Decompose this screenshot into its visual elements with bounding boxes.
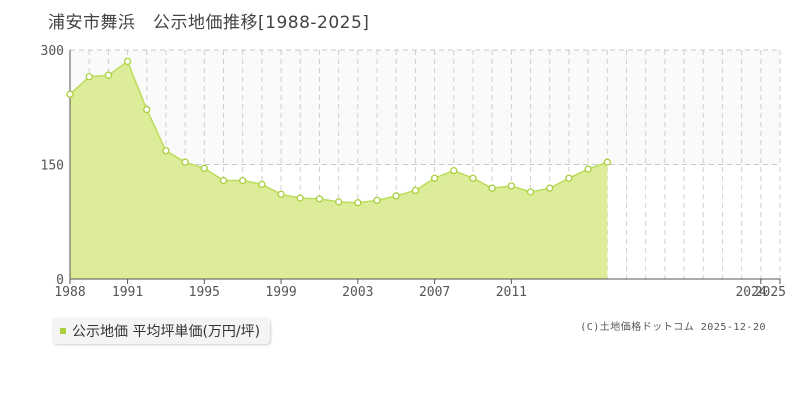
data-point: [200, 164, 208, 172]
data-point: [277, 190, 285, 198]
y-tick-label: 150: [41, 159, 64, 174]
data-point: [296, 194, 304, 202]
data-point: [162, 147, 170, 155]
y-tick-label: 0: [56, 273, 64, 288]
data-point: [469, 174, 477, 182]
tick-label-layer: 0 150 300 1988 1991 1995 1999 2003 2007 2011 20242…: [41, 44, 786, 300]
data-point: [66, 90, 74, 98]
data-point: [507, 182, 516, 190]
x-tick-label: 1988: [54, 285, 85, 300]
x-tick-label: 1991: [112, 285, 143, 300]
data-point: [546, 184, 554, 192]
source-credit: (C)土地価格ドットコム 2025-12-20: [580, 322, 766, 333]
series-area: [70, 61, 608, 279]
data-point: [411, 186, 420, 195]
legend-swatch: [60, 328, 66, 334]
data-point: [526, 188, 535, 196]
legend: 公示地価 平均坪単価(万円/坪): [52, 318, 271, 344]
x-tick-label: 1999: [265, 285, 296, 300]
x-tick-label: 1995: [189, 285, 220, 300]
x-tick-label: 2024: [735, 285, 766, 300]
data-point: [123, 57, 132, 66]
data-point: [219, 176, 228, 185]
data-point: [450, 166, 458, 175]
axis-layer: [69, 50, 781, 284]
data-point: [239, 176, 247, 185]
data-point: [104, 71, 113, 79]
chart-title: 浦安市舞浜 公示地価推移[1988-2025]: [48, 13, 370, 33]
x-tick-label: 2025: [755, 285, 786, 300]
data-point: [584, 165, 592, 173]
data-point: [488, 184, 496, 192]
x-tick-label: 2007: [419, 285, 450, 300]
data-point: [143, 105, 151, 114]
data-point: [565, 174, 573, 182]
marker-layer: [66, 57, 611, 207]
upper-band: [70, 50, 780, 165]
data-point: [258, 180, 266, 188]
y-tick-label: 300: [41, 44, 64, 59]
data-point: [181, 158, 189, 166]
data-point: [354, 199, 362, 207]
data-point: [373, 196, 381, 205]
data-point: [85, 73, 93, 81]
data-point: [603, 158, 611, 166]
x-tick-label: 2011: [496, 285, 527, 300]
data-point: [392, 192, 400, 200]
data-point: [334, 198, 343, 206]
x-tick-label: 2003: [342, 285, 373, 300]
data-point: [315, 195, 324, 203]
legend-label: 公示地価 平均坪単価(万円/坪): [72, 324, 261, 340]
data-point: [430, 174, 439, 182]
